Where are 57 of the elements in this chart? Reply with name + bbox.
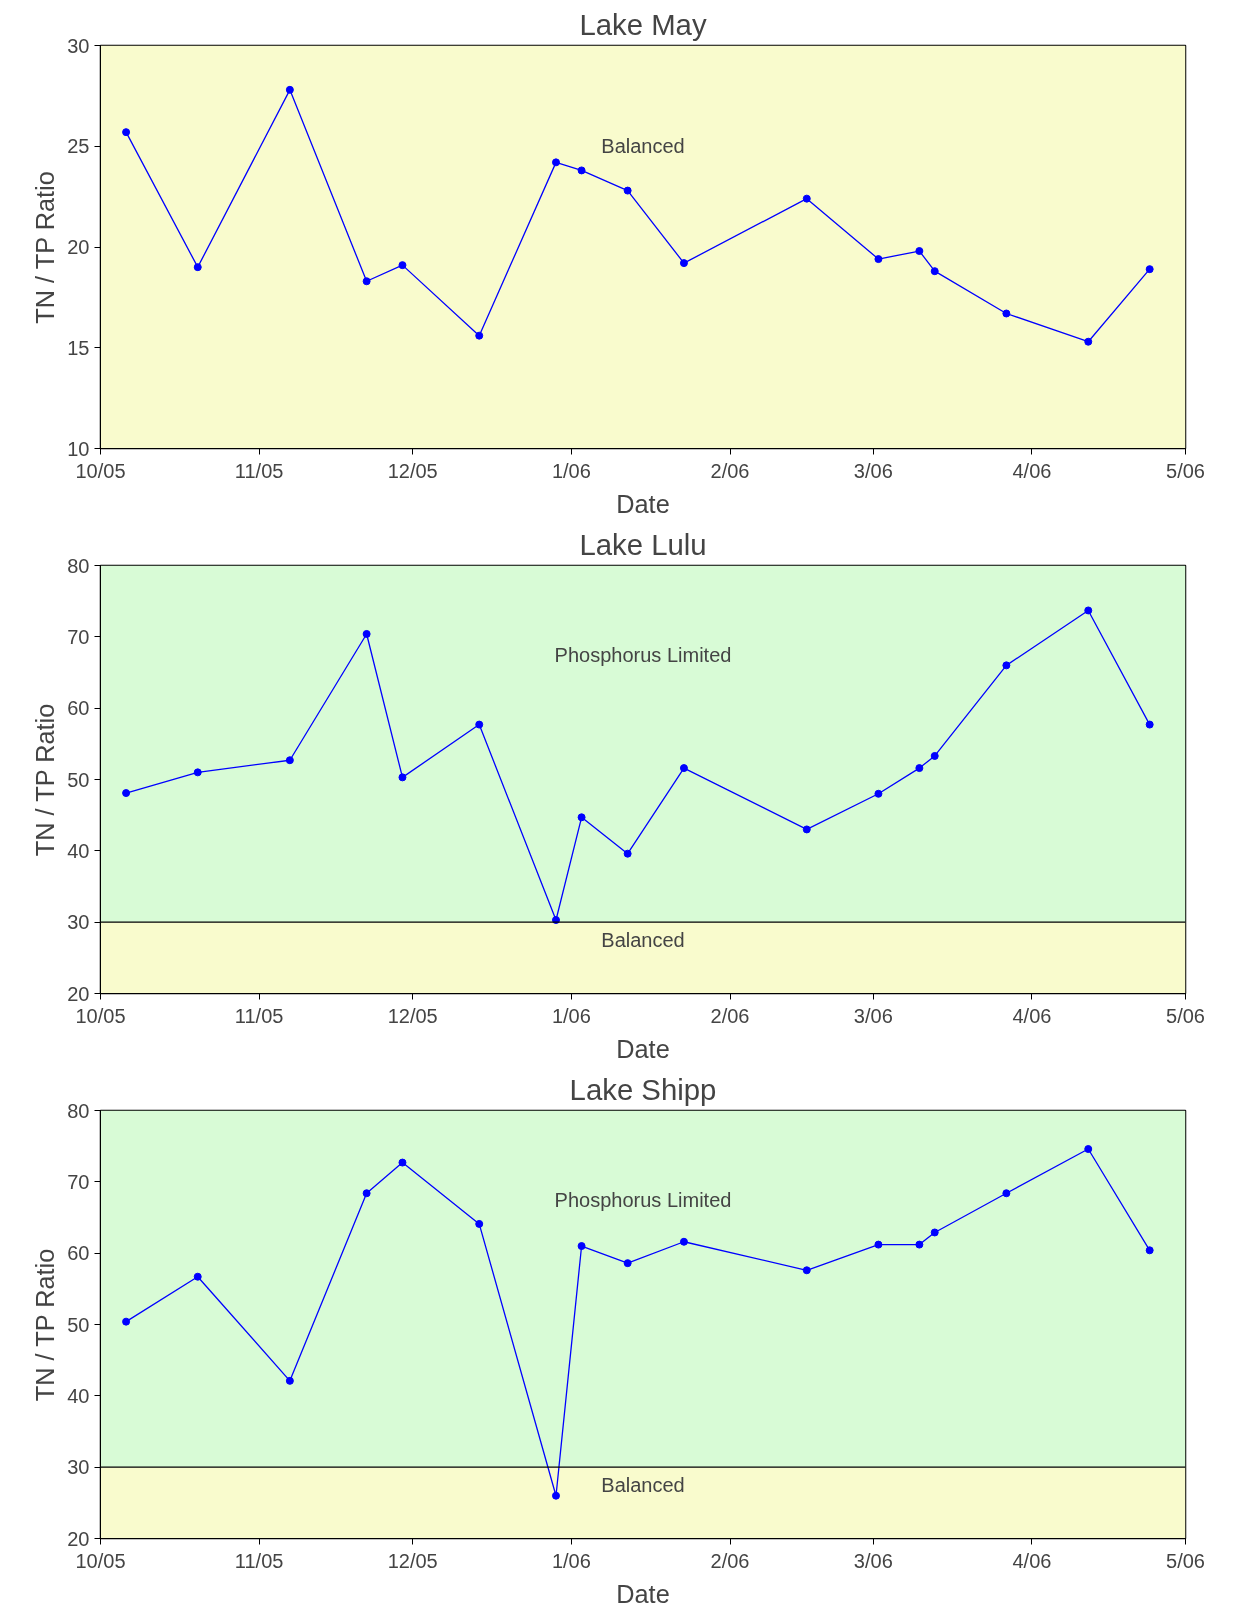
x-tick-label: 12/05 xyxy=(387,459,438,482)
x-tick-label: 4/06 xyxy=(1012,459,1052,482)
y-tick-label: 70 xyxy=(67,625,90,648)
x-tick-label: 5/06 xyxy=(1166,1549,1205,1572)
x-axis-title: Date xyxy=(616,1579,670,1608)
y-tick-label: 30 xyxy=(67,911,90,934)
y-axis-title: TN / TP Ratio xyxy=(31,703,60,857)
x-tick-label: 12/05 xyxy=(387,1004,438,1027)
x-tick-label: 11/05 xyxy=(234,1004,284,1027)
x-tick-label: 3/06 xyxy=(853,1549,893,1572)
y-tick-label: 10 xyxy=(67,437,90,460)
y-tick-label: 20 xyxy=(67,236,90,258)
y-tick-label: 60 xyxy=(67,697,90,720)
y-tick-label: 15 xyxy=(67,336,90,359)
x-tick-label: 4/06 xyxy=(1012,1004,1052,1027)
x-axis-title: Date xyxy=(616,489,670,518)
x-tick-label: 4/06 xyxy=(1012,1549,1052,1572)
x-tick-label: 1/06 xyxy=(551,1004,591,1027)
y-axis-title: TN / TP Ratio xyxy=(31,171,60,324)
x-tick-label: 2/06 xyxy=(710,1004,750,1027)
x-tick-label: 1/06 xyxy=(551,1549,591,1572)
band-label: Balanced xyxy=(601,135,685,158)
chart-title: Lake Lulu xyxy=(579,527,707,561)
y-tick-label: 20 xyxy=(67,982,90,1005)
x-tick-label: 12/05 xyxy=(387,1549,438,1572)
y-tick-label: 30 xyxy=(67,34,90,57)
x-tick-label: 11/05 xyxy=(234,1549,284,1572)
x-tick-label: 5/06 xyxy=(1166,1004,1205,1027)
x-tick-label: 1/06 xyxy=(551,459,591,482)
band-label: Phosphorus Limited xyxy=(554,643,732,666)
chart-title: Lake Shipp xyxy=(569,1072,717,1106)
x-axis-title: Date xyxy=(616,1034,670,1063)
y-tick-label: 30 xyxy=(67,1456,90,1479)
x-tick-label: 10/05 xyxy=(75,1004,126,1027)
x-tick-label: 11/05 xyxy=(234,459,284,482)
y-tick-label: 60 xyxy=(67,1242,90,1265)
band-label: Phosphorus Limited xyxy=(554,1188,732,1211)
y-tick-label: 80 xyxy=(67,1099,90,1122)
y-tick-label: 20 xyxy=(67,1527,90,1550)
band-label: Balanced xyxy=(601,929,685,951)
y-tick-label: 70 xyxy=(67,1170,90,1193)
y-tick-label: 40 xyxy=(67,839,90,862)
chart-title: Lake May xyxy=(579,7,707,41)
x-tick-label: 10/05 xyxy=(75,1549,126,1572)
band-label: Balanced xyxy=(601,1474,685,1496)
x-tick-label: 3/06 xyxy=(853,459,893,482)
x-tick-label: 2/06 xyxy=(710,459,750,482)
y-tick-label: 40 xyxy=(67,1384,90,1407)
y-tick-label: 25 xyxy=(67,135,90,158)
y-tick-label: 50 xyxy=(67,768,90,791)
y-tick-label: 50 xyxy=(67,1313,90,1336)
x-tick-label: 5/06 xyxy=(1166,459,1205,482)
y-tick-label: 80 xyxy=(67,554,90,577)
x-tick-label: 10/05 xyxy=(75,459,126,482)
x-tick-label: 2/06 xyxy=(710,1549,750,1572)
y-axis-title: TN / TP Ratio xyxy=(31,1248,60,1402)
x-tick-label: 3/06 xyxy=(853,1004,893,1027)
